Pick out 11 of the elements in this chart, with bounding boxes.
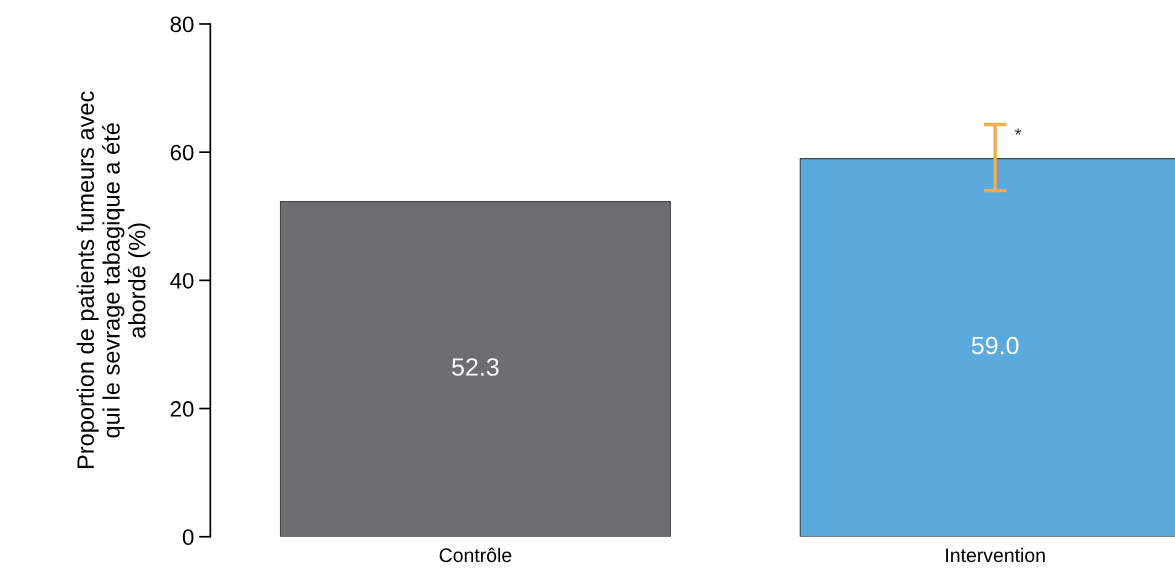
- y-axis-title: Proportion de patients fumeurs avec qui le sevrage tabagique a été abordé (%): [76, 91, 151, 469]
- x-tick-label: Contrôle: [439, 547, 512, 563]
- data-label: 52.3: [452, 358, 499, 376]
- y-tick-label: 40: [170, 272, 194, 289]
- y-tick-label: 80: [170, 16, 194, 33]
- annotation: *: [1014, 128, 1022, 135]
- x-tick-label: Intervention: [946, 547, 1045, 563]
- y-tick-label: 20: [170, 401, 194, 417]
- y-tick-label: 0: [182, 529, 194, 546]
- data-label: 59.0: [971, 336, 1019, 355]
- y-tick-label: 60: [170, 144, 194, 161]
